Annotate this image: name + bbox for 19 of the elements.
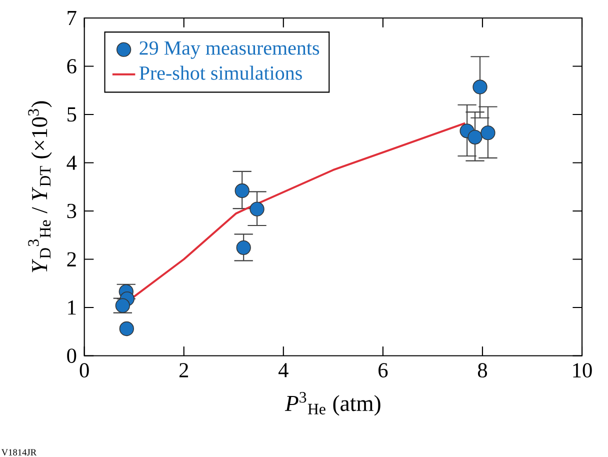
text: V1814JR	[1, 449, 37, 456]
y-tick-label: 6	[67, 59, 76, 74]
text: Y$_{D}$3$_{He}$ / Y$_{DT}$ (×10$^{3}$)	[28, 101, 52, 272]
x-tick-label: 2	[179, 363, 188, 378]
legend-label: 29 May measurements	[140, 41, 320, 59]
y-tick-label: 5	[68, 107, 76, 122]
y-tick-label: 4	[66, 156, 77, 170]
y-tick-label: 3	[67, 204, 76, 218]
legend-label: Pre-shot simulations	[139, 66, 302, 80]
y-tick-label: 0	[67, 348, 76, 364]
x-tick-label: 8	[478, 363, 487, 378]
x-tick-label: 4	[278, 363, 288, 378]
x-tick-label: 6	[378, 363, 388, 378]
x-tick-label: 10	[573, 363, 592, 378]
y-tick-label: 1	[68, 300, 76, 315]
x-axis-title: P$^{3}$$_{He}$ (atm)	[284, 392, 380, 416]
y-tick-label: 2	[67, 252, 76, 266]
x-tick-label: 0	[80, 363, 89, 378]
y-tick-label: 7	[68, 11, 76, 26]
